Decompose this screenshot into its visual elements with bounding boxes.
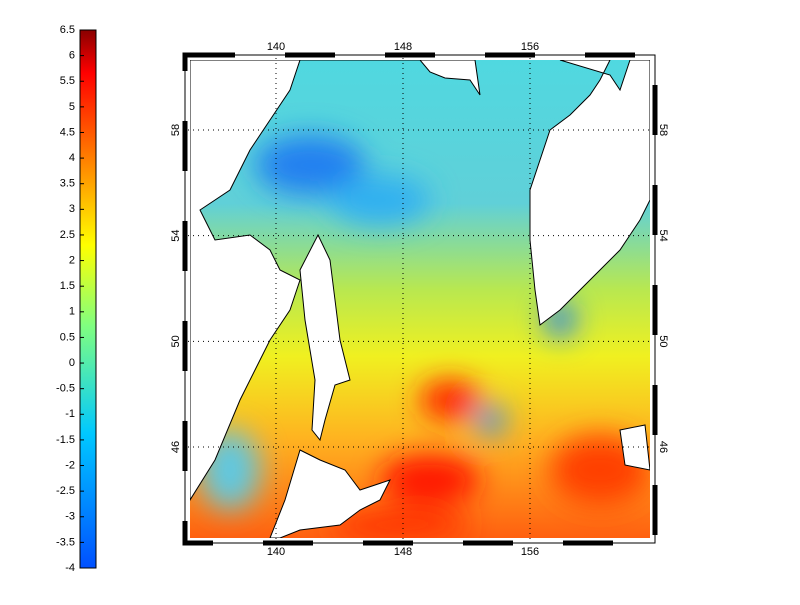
colorbar-tick-label: -1 bbox=[65, 408, 75, 420]
lon-label-bottom: 156 bbox=[521, 546, 539, 558]
colorbar-tick-label: 1 bbox=[69, 306, 75, 318]
colorbar bbox=[79, 29, 97, 569]
lat-label-left: 54 bbox=[170, 230, 182, 242]
colorbar-tick-label: -4 bbox=[65, 562, 75, 574]
colorbar-tick-label: -3 bbox=[65, 511, 75, 523]
colorbar-tick-label: -1.5 bbox=[56, 434, 75, 446]
lat-label-right: 46 bbox=[657, 441, 669, 453]
lat-label-left: 50 bbox=[170, 335, 182, 347]
lat-label-right: 58 bbox=[657, 124, 669, 136]
lat-label-left: 46 bbox=[170, 441, 182, 453]
lon-label-top: 156 bbox=[521, 41, 539, 53]
colorbar-tick-label: 5 bbox=[69, 101, 75, 113]
lon-label-top: 148 bbox=[394, 41, 412, 53]
colorbar-tick-label: 3.5 bbox=[60, 178, 75, 190]
frame-border bbox=[182, 52, 658, 546]
lat-label-left: 58 bbox=[170, 124, 182, 136]
colorbar-tick-label: 0.5 bbox=[60, 331, 75, 343]
colorbar-tick-label: 6 bbox=[69, 50, 75, 62]
lon-label-top: 140 bbox=[267, 41, 285, 53]
colorbar-tick-label: 1.5 bbox=[60, 280, 75, 292]
colorbar-tick-label: 2 bbox=[69, 254, 75, 266]
colorbar-tick-label: 6.5 bbox=[60, 24, 75, 36]
lon-label-bottom: 140 bbox=[267, 546, 285, 558]
colorbar-tick-label: -2.5 bbox=[56, 485, 75, 497]
colorbar-tick-label: 4 bbox=[69, 152, 75, 164]
colorbar-tick-label: 3 bbox=[69, 203, 75, 215]
colorbar-tick-label: -2 bbox=[65, 459, 75, 471]
lat-label-right: 50 bbox=[657, 335, 669, 347]
colorbar-tick-label: 2.5 bbox=[60, 229, 75, 241]
map-field bbox=[190, 60, 650, 538]
lat-label-right: 54 bbox=[657, 230, 669, 242]
colorbar-tick-label: -3.5 bbox=[56, 536, 75, 548]
colorbar-tick-label: -0.5 bbox=[56, 383, 75, 395]
colorbar-tick-label: 0 bbox=[69, 357, 75, 369]
lon-label-bottom: 148 bbox=[394, 546, 412, 558]
colorbar-tick-label: 4.5 bbox=[60, 126, 75, 138]
colorbar-tick-label: 5.5 bbox=[60, 75, 75, 87]
